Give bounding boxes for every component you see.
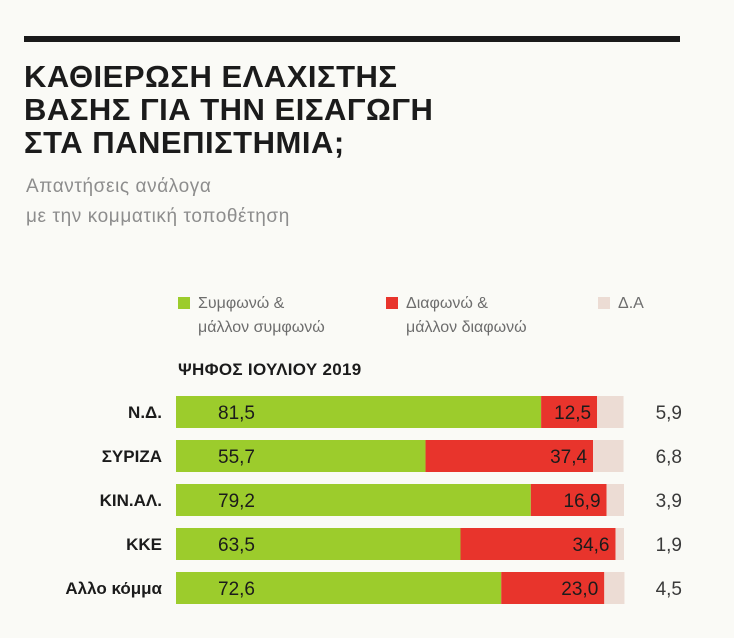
chart-title: ΚΑΘΙΕΡΩΣΗ ΕΛΑΧΙΣΤΗΣ ΒΑΣΗΣ ΓΙΑ ΤΗΝ ΕΙΣΑΓΩ… (24, 60, 624, 159)
title-line: ΚΑΘΙΕΡΩΣΗ ΕΛΑΧΙΣΤΗΣ (24, 59, 398, 94)
subtitle-line: Απαντήσεις ανάλογα (26, 176, 212, 197)
subtitle-line: με την κομματική τοποθέτηση (26, 206, 290, 227)
legend-swatch-agree (178, 297, 190, 309)
legend-label-line: Δ.Α (618, 295, 644, 312)
legend-label-line: Διαφωνώ & (406, 295, 488, 312)
legend-label-agree: Συμφωνώ & μάλλον συμφωνώ (198, 292, 325, 340)
bar-na (593, 440, 624, 472)
data-label-agree: 72,6 (218, 579, 255, 600)
data-label-disagree: 34,6 (573, 535, 610, 556)
legend-label-disagree: Διαφωνώ & μάλλον διαφωνώ (406, 292, 527, 340)
bar-disagree (460, 528, 616, 560)
bar-na (597, 396, 624, 428)
data-label-na: 6,8 (656, 447, 682, 468)
bar-disagree (541, 396, 598, 428)
legend-label-line: μάλλον συμφωνώ (198, 319, 325, 336)
legend-swatch-disagree (386, 297, 398, 309)
category-label: Ν.Δ. (128, 403, 162, 422)
legend-swatch-na (598, 297, 610, 309)
data-label-agree: 63,5 (218, 535, 255, 556)
bar-agree (176, 528, 461, 560)
data-label-agree: 55,7 (218, 447, 255, 468)
bar-agree (176, 396, 542, 428)
title-line: ΣΤΑ ΠΑΝΕΠΙΣΤΗΜΙΑ; (24, 125, 345, 160)
bar-disagree (530, 484, 607, 516)
category-label: Αλλο κόμμα (65, 579, 162, 598)
chart-subtitle: Απαντήσεις ανάλογα με την κομματική τοπο… (26, 172, 626, 232)
legend-label-line: μάλλον διαφωνώ (406, 319, 527, 336)
data-label-disagree: 37,4 (550, 447, 587, 468)
category-label: ΚΙΝ.ΑΛ. (100, 491, 162, 510)
data-label-disagree: 12,5 (554, 403, 591, 424)
bar-agree (176, 484, 531, 516)
data-label-disagree: 16,9 (564, 491, 601, 512)
data-label-na: 5,9 (656, 403, 682, 424)
bar-na (604, 572, 625, 604)
bar-agree (176, 440, 426, 472)
bar-na (615, 528, 624, 560)
data-label-na: 4,5 (656, 579, 682, 600)
bar-disagree (501, 572, 605, 604)
legend-label-line: Συμφωνώ & (198, 295, 285, 312)
category-label: ΚΚΕ (126, 535, 162, 554)
data-label-na: 1,9 (656, 535, 682, 556)
title-line: ΒΑΣΗΣ ΓΙΑ ΤΗΝ ΕΙΣΑΓΩΓΗ (24, 92, 434, 127)
category-label: ΣΥΡΙΖΑ (102, 447, 162, 466)
data-label-agree: 81,5 (218, 403, 255, 424)
top-rule (24, 36, 680, 42)
data-label-agree: 79,2 (218, 491, 255, 512)
data-label-disagree: 23,0 (561, 579, 598, 600)
section-label: ΨΗΦΟΣ ΙΟΥΛΙΟΥ 2019 (178, 360, 362, 379)
legend-label-na: Δ.Α (618, 292, 644, 316)
bar-na (606, 484, 624, 516)
data-label-na: 3,9 (656, 491, 682, 512)
bar-disagree (425, 440, 594, 472)
bar-agree (176, 572, 502, 604)
